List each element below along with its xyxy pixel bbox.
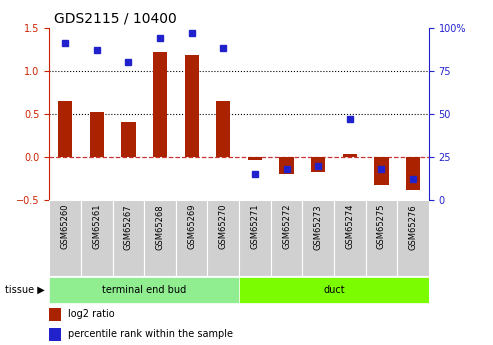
Text: terminal end bud: terminal end bud: [102, 285, 186, 295]
Bar: [216, 101, 230, 157]
Bar: [112, 200, 144, 276]
Text: GSM65267: GSM65267: [124, 204, 133, 249]
Bar: [406, 157, 420, 190]
Bar: [58, 101, 72, 157]
Bar: [366, 200, 397, 276]
Bar: [49, 277, 239, 303]
Bar: [90, 112, 104, 157]
Bar: [184, 55, 199, 157]
Bar: [397, 200, 429, 276]
Text: GDS2115 / 10400: GDS2115 / 10400: [54, 12, 177, 26]
Text: GSM65275: GSM65275: [377, 204, 386, 249]
Bar: [248, 157, 262, 160]
Text: duct: duct: [323, 285, 345, 295]
Bar: [334, 200, 366, 276]
Bar: [343, 154, 357, 157]
Bar: [271, 200, 302, 276]
Bar: [239, 200, 271, 276]
Text: GSM65269: GSM65269: [187, 204, 196, 249]
Bar: [121, 121, 136, 157]
Bar: [374, 157, 388, 185]
Text: percentile rank within the sample: percentile rank within the sample: [68, 329, 233, 339]
Bar: [49, 328, 61, 341]
Text: GSM65272: GSM65272: [282, 204, 291, 249]
Bar: [311, 157, 325, 171]
Text: GSM65270: GSM65270: [219, 204, 228, 249]
Text: log2 ratio: log2 ratio: [68, 309, 115, 319]
Bar: [49, 200, 81, 276]
Bar: [49, 308, 61, 321]
Text: tissue ▶: tissue ▶: [4, 285, 44, 295]
Text: GSM65268: GSM65268: [155, 204, 165, 249]
Text: GSM65260: GSM65260: [61, 204, 70, 249]
Bar: [81, 200, 112, 276]
Text: GSM65271: GSM65271: [250, 204, 259, 249]
Text: GSM65273: GSM65273: [314, 204, 323, 249]
Bar: [239, 277, 429, 303]
Bar: [280, 157, 294, 174]
Bar: [208, 200, 239, 276]
Text: GSM65276: GSM65276: [409, 204, 418, 249]
Bar: [153, 52, 167, 157]
Text: GSM65261: GSM65261: [92, 204, 101, 249]
Bar: [144, 200, 176, 276]
Bar: [302, 200, 334, 276]
Text: GSM65274: GSM65274: [345, 204, 354, 249]
Bar: [176, 200, 208, 276]
